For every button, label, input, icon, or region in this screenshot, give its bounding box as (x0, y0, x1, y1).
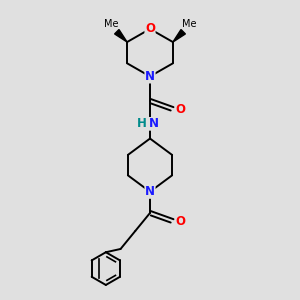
Text: H: H (137, 117, 147, 130)
Text: O: O (145, 22, 155, 35)
Text: N: N (145, 70, 155, 83)
Polygon shape (115, 29, 127, 42)
Text: Me: Me (104, 19, 118, 29)
Polygon shape (173, 29, 185, 42)
Text: N: N (145, 185, 155, 198)
Text: N: N (149, 117, 159, 130)
Text: O: O (175, 215, 185, 228)
Text: Me: Me (182, 19, 196, 29)
Text: O: O (175, 103, 185, 116)
